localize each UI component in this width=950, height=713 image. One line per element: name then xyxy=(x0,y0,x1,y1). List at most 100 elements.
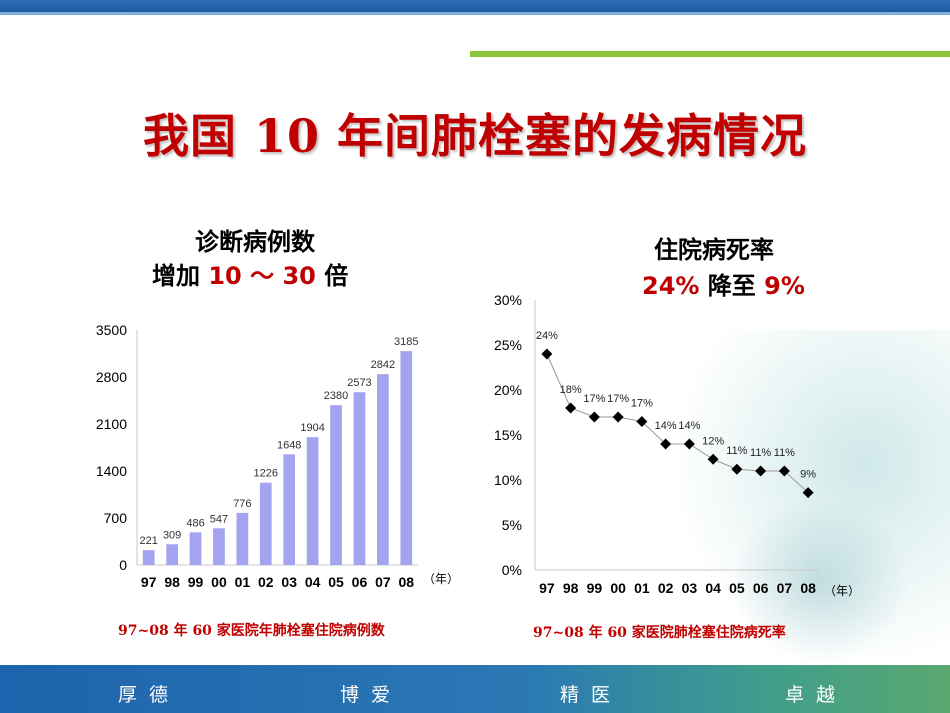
bar-data-label: 3185 xyxy=(394,336,418,348)
bar-data-label: 1648 xyxy=(277,439,301,451)
line-x-tick-label: 01 xyxy=(634,580,650,596)
line-x-tick-label: 06 xyxy=(753,580,769,596)
bar-data-label: 486 xyxy=(186,517,204,529)
line-y-tick-label: 10% xyxy=(494,472,522,488)
bar-y-tick-label: 700 xyxy=(104,510,128,526)
bar-98 xyxy=(166,544,178,565)
left-chart-caption: 97~08 年 60 家医院年肺栓塞住院病例数 xyxy=(118,623,385,639)
left-heading-line2: 增加 10 ～ 30 倍 xyxy=(152,256,348,291)
left-heading-highlight: 10 ～ 30 xyxy=(208,262,316,290)
line-point-97 xyxy=(541,348,553,360)
bar-y-tick-label: 2800 xyxy=(96,369,127,385)
right-heading-line1: 住院病死率 xyxy=(654,236,774,264)
line-data-label: 17% xyxy=(607,393,629,405)
bar-x-tick-label: 99 xyxy=(188,574,204,590)
bar-x-tick-label: 08 xyxy=(399,574,415,590)
green-divider xyxy=(470,51,950,57)
line-x-tick-label: 02 xyxy=(658,580,674,596)
bar-y-tick-label: 2100 xyxy=(96,416,127,432)
line-y-tick-label: 15% xyxy=(494,427,522,443)
right-heading-line2: 24% 降至 9% xyxy=(642,266,805,301)
line-data-label: 11% xyxy=(726,445,747,457)
bar-data-label: 2573 xyxy=(347,377,371,389)
bar-x-tick-label: 02 xyxy=(258,574,274,590)
line-y-tick-label: 30% xyxy=(494,292,522,308)
line-point-02 xyxy=(660,438,672,450)
line-y-tick-label: 20% xyxy=(494,382,522,398)
line-point-08 xyxy=(802,487,814,499)
bar-06 xyxy=(353,392,366,565)
bar-y-tick-label: 3500 xyxy=(96,322,127,338)
footer-motto-1: 厚德 xyxy=(118,684,181,706)
bar-01 xyxy=(236,512,249,565)
footer-motto-3: 精医 xyxy=(560,684,623,706)
line-data-label: 11% xyxy=(774,447,795,459)
bar-data-label: 2842 xyxy=(371,359,395,371)
bar-y-tick-label: 0 xyxy=(119,557,127,573)
bar-data-label: 221 xyxy=(140,535,158,547)
background-decoration xyxy=(670,330,950,665)
line-x-tick-label: 00 xyxy=(610,580,626,596)
bar-y-tick-label: 1400 xyxy=(96,463,127,479)
line-x-tick-label: 08 xyxy=(800,580,816,596)
line-x-tick-label: 98 xyxy=(563,580,579,596)
line-data-label: 17% xyxy=(583,393,605,405)
line-y-tick-label: 0% xyxy=(502,562,522,578)
bar-x-tick-label: 97 xyxy=(141,574,157,590)
line-x-tick-label: 97 xyxy=(539,580,555,596)
line-point-03 xyxy=(683,438,695,450)
line-point-01 xyxy=(636,416,648,427)
line-x-tick-label: 03 xyxy=(682,580,698,596)
line-x-axis-unit: （年） xyxy=(824,584,860,598)
right-heading-mid: 降至 xyxy=(699,272,765,300)
bar-00 xyxy=(213,528,225,565)
line-data-label: 18% xyxy=(560,384,582,396)
footer-bar xyxy=(0,665,950,713)
line-data-label: 17% xyxy=(631,398,653,410)
line-x-tick-label: 99 xyxy=(587,580,603,596)
line-data-label: 24% xyxy=(536,330,558,342)
line-x-tick-label: 05 xyxy=(729,580,745,596)
bar-data-label: 776 xyxy=(233,498,251,510)
left-heading-prefix: 增加 xyxy=(152,262,209,290)
left-heading-line1: 诊断病例数 xyxy=(195,228,315,256)
bar-x-tick-label: 98 xyxy=(164,574,180,590)
slide-title: 我国 10 年间肺栓塞的发病情况 xyxy=(142,109,808,163)
bar-08 xyxy=(400,351,413,565)
bar-data-label: 309 xyxy=(163,529,181,541)
line-data-label: 14% xyxy=(655,420,677,432)
bar-x-tick-label: 07 xyxy=(375,574,391,590)
line-data-label: 11% xyxy=(750,447,771,459)
left-heading-suffix: 倍 xyxy=(315,262,349,290)
footer-motto-2: 博爱 xyxy=(340,684,403,706)
bar-x-tick-label: 04 xyxy=(305,574,321,590)
line-point-98 xyxy=(565,402,577,414)
bar-data-label: 1226 xyxy=(254,468,278,480)
bar-data-label: 2380 xyxy=(324,390,348,402)
line-point-07 xyxy=(778,465,790,477)
bar-x-tick-label: 06 xyxy=(352,574,368,590)
background-decoration-2 xyxy=(730,500,910,665)
bar-07 xyxy=(377,374,389,565)
bar-04 xyxy=(306,437,319,565)
line-point-99 xyxy=(588,411,600,423)
line-point-05 xyxy=(731,463,743,475)
bar-99 xyxy=(189,532,202,565)
bar-02 xyxy=(259,482,272,565)
line-x-tick-label: 07 xyxy=(777,580,793,596)
line-data-label: 12% xyxy=(702,435,724,447)
line-data-label: 14% xyxy=(678,420,700,432)
right-chart-caption: 97~08 年 60 家医院肺栓塞住院病死率 xyxy=(533,625,786,641)
bar-x-axis-unit: （年） xyxy=(423,572,459,586)
footer-motto-4: 卓越 xyxy=(785,684,848,706)
line-x-tick-label: 04 xyxy=(705,580,721,596)
right-heading-start: 24% xyxy=(642,272,700,300)
bar-data-label: 1904 xyxy=(300,422,324,434)
line-data-label: 9% xyxy=(800,469,816,481)
line-y-tick-label: 25% xyxy=(494,337,522,353)
top-banner-accent xyxy=(0,12,950,15)
bar-97 xyxy=(142,550,155,565)
bar-05 xyxy=(330,405,342,565)
